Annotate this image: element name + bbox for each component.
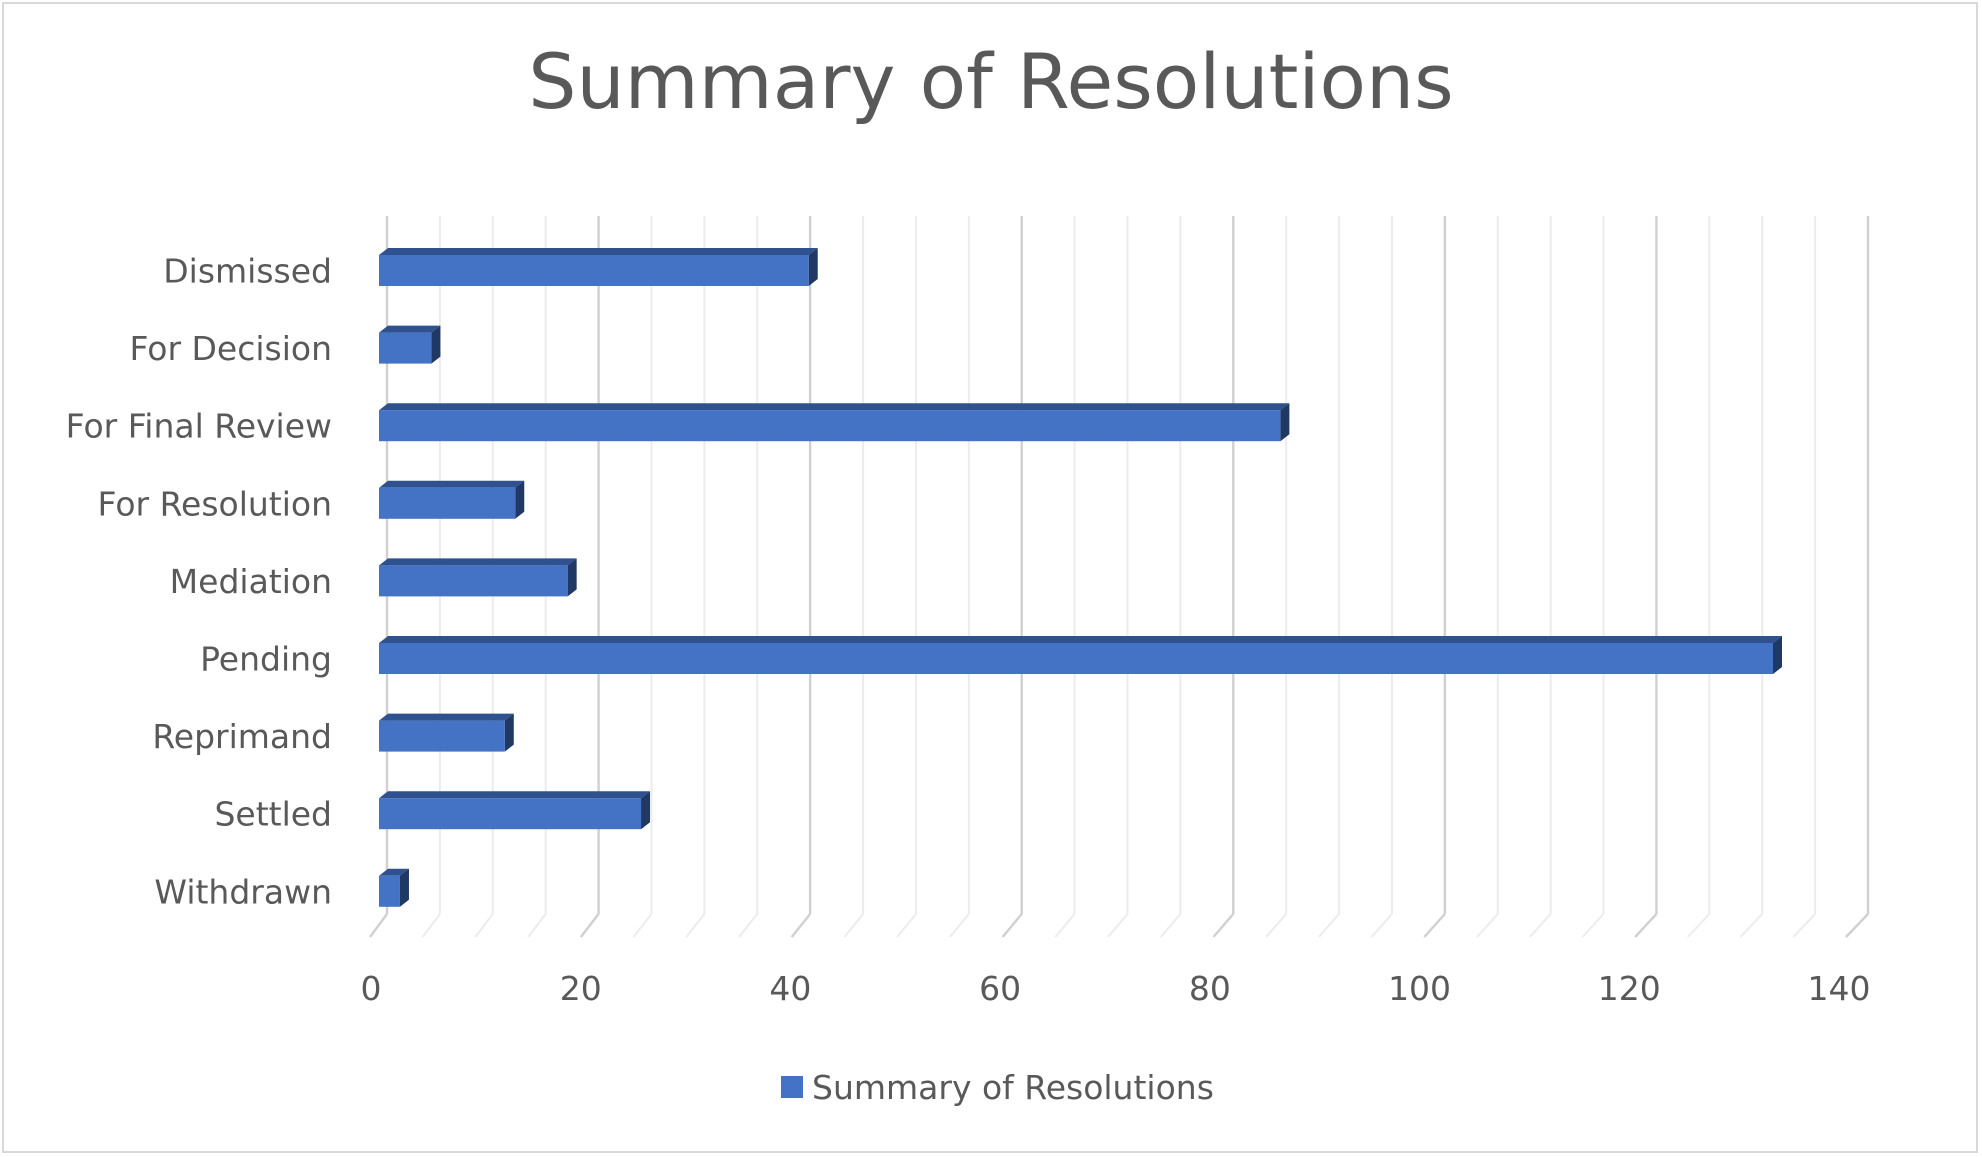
category-label: For Decision — [129, 329, 332, 368]
bar-front-face — [379, 720, 505, 752]
bar-side-face — [808, 248, 818, 286]
bar-for-final-review — [379, 403, 1290, 442]
bar-for-decision — [379, 325, 441, 364]
gridline-floor — [421, 913, 441, 938]
gridline-floor — [1318, 913, 1340, 938]
bar-front-face — [379, 798, 642, 830]
bar-reprimand — [379, 713, 514, 752]
gridline-floor — [738, 913, 759, 938]
gridline-floor — [1739, 913, 1763, 938]
gridline-floor — [632, 913, 653, 938]
category-label: For Resolution — [98, 484, 332, 523]
x-tick-label: 20 — [560, 969, 602, 1008]
category-label: Settled — [214, 795, 332, 834]
x-tick-label: 100 — [1388, 969, 1451, 1008]
gridline-floor — [685, 913, 706, 938]
gridline-floor — [1423, 913, 1446, 938]
gridline-floor — [1107, 913, 1129, 938]
bar-side-face — [1773, 636, 1782, 674]
bar-for-resolution — [379, 480, 525, 519]
bar-side-face — [567, 558, 577, 597]
x-tick-label: 60 — [979, 969, 1021, 1008]
bar-top-face — [379, 558, 577, 566]
bar-top-face — [379, 713, 514, 721]
gridline-floor — [1845, 913, 1869, 938]
bar-side-face — [431, 325, 441, 364]
bar-front-face — [379, 410, 1281, 442]
gridline-floor — [369, 913, 388, 938]
legend-swatch — [781, 1076, 803, 1098]
bar-side-face — [1280, 403, 1290, 442]
category-label: Pending — [200, 640, 332, 679]
x-tick-label: 80 — [1189, 969, 1231, 1008]
category-label: Reprimand — [152, 717, 332, 756]
gridline-floor — [1001, 913, 1023, 938]
bar-top-face — [379, 868, 409, 876]
bar-front-face — [379, 643, 1773, 674]
x-tick-label: 140 — [1808, 969, 1871, 1008]
gridline-floor — [1054, 913, 1076, 938]
gridline-floor — [1159, 913, 1182, 938]
bar-settled — [379, 791, 651, 830]
gridline-floor — [949, 913, 970, 938]
category-label: For Final Review — [66, 407, 332, 446]
gridline-floor — [1265, 913, 1287, 938]
bar-top-face — [379, 403, 1290, 411]
gridline-floor — [790, 913, 812, 938]
gridline-floor — [1212, 913, 1235, 938]
bar-top-face — [379, 325, 441, 333]
gridline-floor — [1581, 913, 1605, 938]
gridline-floor — [579, 913, 600, 938]
bar-top-face — [379, 636, 1782, 643]
x-tick-label: 0 — [361, 969, 382, 1008]
category-label: Withdrawn — [154, 872, 332, 911]
gridline-floor — [474, 913, 494, 938]
gridline-floor — [896, 913, 917, 938]
x-tick-label: 120 — [1598, 969, 1661, 1008]
bar-front-face — [379, 332, 432, 364]
legend: Summary of Resolutions — [781, 1068, 1214, 1107]
bar-side-face — [515, 480, 525, 519]
category-label: Mediation — [170, 562, 332, 601]
bar-top-face — [379, 791, 651, 799]
x-axis-tick-labels: 0 20 40 60 80 100 120 140 — [361, 969, 1871, 1008]
bar-pending — [379, 636, 1782, 674]
gridline-floor — [1476, 913, 1499, 938]
gridline-floor — [843, 913, 864, 938]
bar-front-face — [379, 487, 516, 519]
category-labels: Dismissed For Decision For Final Review For… — [66, 252, 332, 912]
bar-dismissed — [379, 248, 818, 286]
bar-front-face — [379, 875, 400, 907]
gridline-floor — [1370, 913, 1393, 938]
gridline-floor — [1528, 913, 1552, 938]
x-tick-label: 40 — [769, 969, 811, 1008]
gridline-floor — [1792, 913, 1816, 938]
gridline-floor — [1634, 913, 1658, 938]
bar-top-face — [379, 248, 818, 255]
legend-label: Summary of Resolutions — [812, 1068, 1214, 1107]
bar-front-face — [379, 565, 568, 597]
bar-side-face — [399, 868, 409, 907]
bar-side-face — [641, 791, 651, 830]
gridline-floor — [1687, 913, 1711, 938]
bar-top-face — [379, 480, 525, 488]
bar-side-face — [504, 713, 514, 752]
category-label: Dismissed — [163, 252, 332, 291]
gridline-floor — [527, 913, 547, 938]
bar-mediation — [379, 558, 577, 597]
bars — [379, 248, 1782, 907]
chart-title: Summary of Resolutions — [528, 37, 1454, 126]
bar-withdrawn — [379, 868, 409, 907]
bar-front-face — [379, 255, 809, 286]
